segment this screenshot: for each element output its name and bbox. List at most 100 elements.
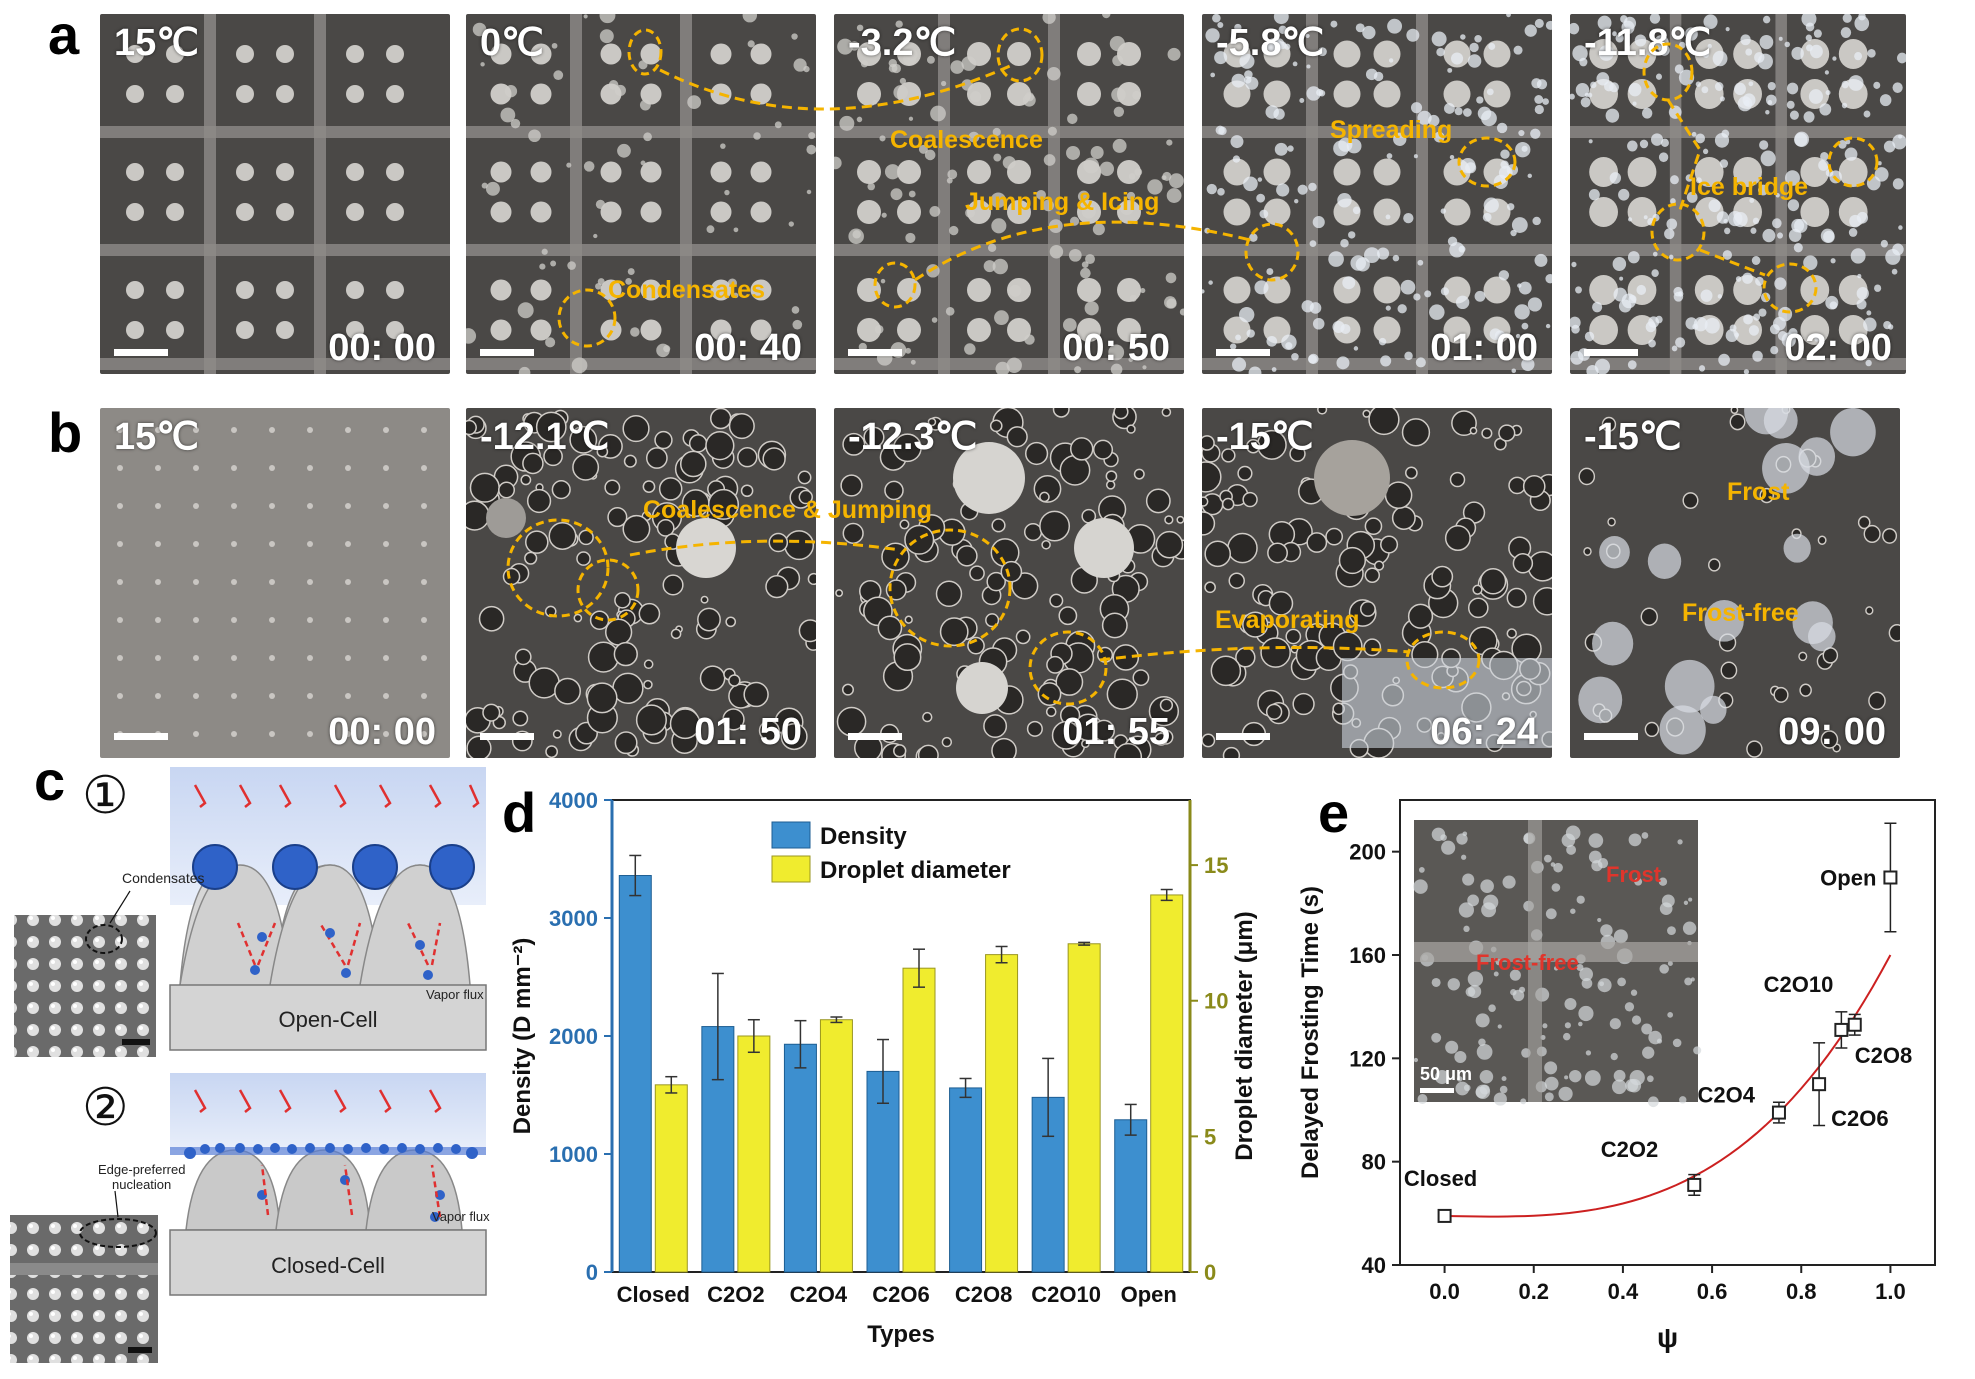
data-point <box>1437 1208 1452 1223</box>
scale-bar <box>114 349 168 356</box>
inset-frost-label: Frost <box>1606 862 1662 887</box>
data-point <box>1847 1017 1862 1032</box>
y-tick-label: 40 <box>1362 1253 1386 1278</box>
temperature-label: -3.2℃ <box>848 22 957 64</box>
density-bar <box>618 875 652 1273</box>
row-a-micrograph-1: 15℃ 00: 00 <box>100 14 450 374</box>
scale-bar <box>480 349 534 356</box>
row-a-micrograph-5: -11.8℃ 02: 00 <box>1570 14 1906 374</box>
density-bar <box>783 1043 817 1273</box>
timestamp-label: 00: 40 <box>694 327 802 369</box>
diameter-bar <box>1067 943 1101 1273</box>
closed-cell-label: Closed-Cell <box>271 1253 385 1278</box>
diameter-bar <box>737 1035 771 1273</box>
right-tick-label: 15 <box>1204 853 1228 878</box>
micrograph-texture <box>466 14 816 374</box>
row-b-micrograph-5: -15℃ 09: 00 <box>1570 408 1900 758</box>
figure-label-d: d <box>502 781 537 844</box>
scale-bar <box>114 733 168 740</box>
timestamp-label: 01: 55 <box>1062 711 1170 753</box>
x-tick-label: 0.4 <box>1608 1279 1639 1304</box>
right-axis-title: Droplet diameter (μm) <box>1231 911 1258 1160</box>
timestamp-label: 00: 00 <box>328 711 436 753</box>
scale-bar <box>480 733 534 740</box>
y-tick-label: 160 <box>1349 943 1386 968</box>
row-a-micrograph-4: -5.8℃ 01: 00 <box>1202 14 1552 374</box>
micrograph-texture <box>100 14 450 374</box>
micrograph-texture <box>466 408 816 758</box>
x-axis-title: Types <box>867 1321 935 1348</box>
category-label: C2O6 <box>872 1282 929 1307</box>
micrograph-texture <box>834 14 1184 374</box>
row-a-micrograph-3: -3.2℃ 00: 50 <box>834 14 1184 374</box>
inset-scale-bar <box>1420 1088 1454 1093</box>
closed-cell-micrograph: Edge-preferred nucleation <box>10 1162 185 1363</box>
data-point <box>1834 1022 1849 1037</box>
density-diameter-bar-chart: 0 1000 2000 3000 4000 0 5 10 15 Closed C2O2 C2O4 C2O… <box>509 788 1258 1348</box>
figure-label-b: b <box>48 401 83 464</box>
plot-frame <box>1399 799 1936 1266</box>
figure-label-e: e <box>1318 781 1350 844</box>
right-tick-label: 0 <box>1204 1260 1216 1285</box>
point-label: C2O6 <box>1831 1106 1888 1131</box>
open-cell-label: Open-Cell <box>278 1007 377 1032</box>
micrograph-texture <box>1570 408 1900 758</box>
timestamp-label: 06: 24 <box>1430 711 1538 753</box>
legend-label-density: Density <box>820 823 907 850</box>
micrograph-texture <box>1570 14 1906 374</box>
timestamp-label: 02: 00 <box>1784 327 1892 369</box>
temperature-label: -5.8℃ <box>1216 22 1325 64</box>
inset-frost-free-label: Frost-free <box>1476 950 1579 975</box>
y-tick-label: 120 <box>1349 1046 1386 1071</box>
timestamp-label: 01: 00 <box>1430 327 1538 369</box>
x-axis-title: ψ <box>1657 1322 1678 1353</box>
legend-swatch-diameter <box>771 855 811 883</box>
density-bar <box>949 1087 983 1273</box>
x-tick-label: 0.6 <box>1697 1279 1728 1304</box>
scale-bar <box>848 733 902 740</box>
figure-label-a: a <box>48 3 80 66</box>
timestamp-label: 01: 50 <box>694 711 802 753</box>
y-tick-label: 200 <box>1349 840 1386 865</box>
panel-c-schematic: ① ② Open-Cell Vapor flux <box>10 767 490 1363</box>
micrograph-texture <box>1202 408 1552 758</box>
open-cell-schematic: Open-Cell Vapor flux <box>169 767 487 1051</box>
left-tick-label: 2000 <box>549 1024 598 1049</box>
temperature-label: -12.1℃ <box>480 416 610 458</box>
scale-bar <box>1216 349 1270 356</box>
scale-bar <box>848 349 902 356</box>
temperature-label: -12.3℃ <box>848 416 978 458</box>
scale-bar <box>1584 349 1638 356</box>
temperature-label: -15℃ <box>1584 416 1682 458</box>
data-point <box>1771 1105 1786 1120</box>
point-label: C2O8 <box>1855 1043 1912 1068</box>
inset-scale-label: 50 μm <box>1420 1064 1472 1084</box>
condensates-label: Condensates <box>122 870 205 886</box>
micrograph-texture <box>100 408 450 758</box>
y-tick-label: 80 <box>1362 1150 1386 1175</box>
temperature-label: 15℃ <box>114 416 199 458</box>
category-label: C2O8 <box>955 1282 1012 1307</box>
step-2-label: ② <box>82 1079 129 1137</box>
edge-nucleation-label-1: Edge-preferred <box>98 1162 185 1177</box>
figure-label-c: c <box>34 749 66 812</box>
point-label: Closed <box>1404 1166 1477 1191</box>
data-point <box>1687 1177 1702 1192</box>
x-tick-label: 0.2 <box>1518 1279 1549 1304</box>
category-label: C2O2 <box>707 1282 764 1307</box>
vapor-flux-label-2: Vapor flux <box>432 1209 490 1224</box>
scale-bar <box>1216 733 1270 740</box>
diameter-bar <box>985 954 1019 1273</box>
row-a-micrograph-2: 0℃ 00: 40 <box>466 14 816 374</box>
temperature-label: -15℃ <box>1216 416 1314 458</box>
left-tick-label: 1000 <box>549 1142 598 1167</box>
category-label: Open <box>1121 1282 1177 1307</box>
temperature-label: -11.8℃ <box>1584 22 1712 64</box>
right-tick-label: 10 <box>1204 989 1228 1014</box>
row-b-micrograph-4: -15℃ 06: 24 <box>1202 408 1552 758</box>
x-tick-label: 0.8 <box>1786 1279 1817 1304</box>
diameter-bar <box>654 1084 688 1273</box>
temperature-label: 15℃ <box>114 22 199 64</box>
vapor-flux-label-1: Vapor flux <box>426 987 484 1002</box>
temperature-label: 0℃ <box>480 22 544 64</box>
